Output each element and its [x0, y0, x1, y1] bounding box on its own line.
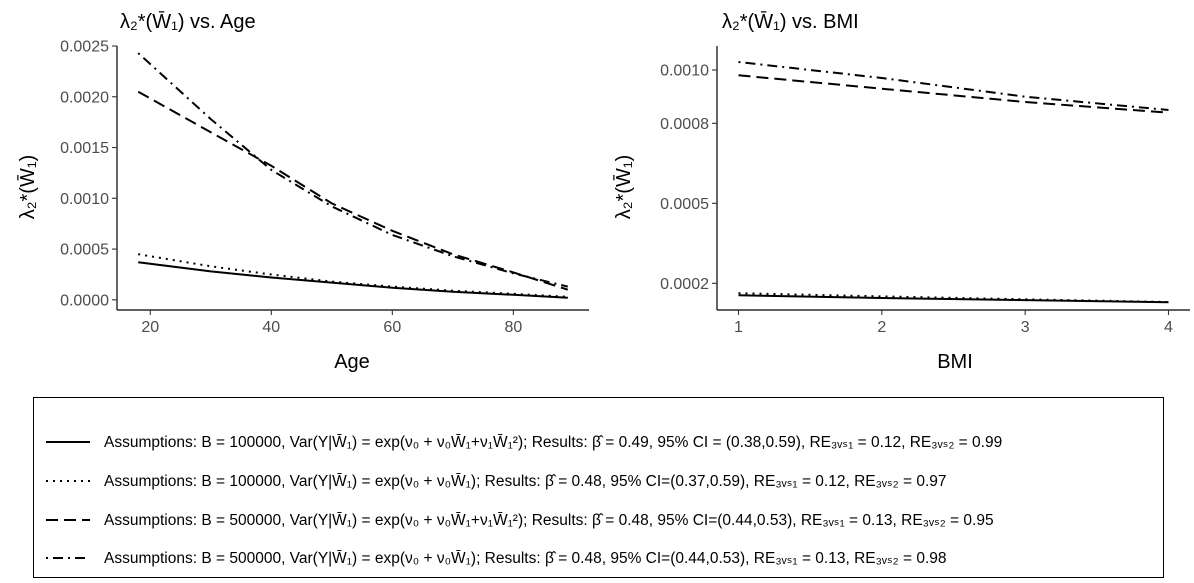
bmi-axes: 0.0002 0.0005 0.0008 0.0010 1 2 3 4: [660, 46, 1190, 336]
bmi-series-dotdash: [738, 61, 1169, 111]
legend-label: Assumptions: B = 100000, Var(Y|W̄₁) = ex…: [104, 433, 1003, 451]
bmi-series-dashed: [738, 74, 1169, 114]
age-x-tick-label: 80: [504, 319, 522, 336]
legend-key-dotdash: [46, 557, 90, 559]
bmi-x-axis-title: BMI: [937, 351, 973, 373]
bmi-y-axis-title: λ₂*(W̄₁): [612, 155, 635, 220]
age-x-tick-label: 60: [383, 319, 401, 336]
age-panel-title: λ₂*(W̄₁) vs. Age: [120, 10, 256, 33]
age-x-tick-label: 40: [262, 319, 280, 336]
legend-label: Assumptions: B = 500000, Var(Y|W̄₁) = ex…: [104, 549, 947, 567]
legend-item: Assumptions: B = 100000, Var(Y|W̄₁) = ex…: [34, 469, 947, 493]
age-x-tick-label: 20: [141, 319, 159, 336]
bmi-series-dotted: [738, 292, 1169, 303]
age-y-tick-label: 0.0005: [60, 242, 109, 259]
age-y-tick-label: 0.0020: [60, 89, 109, 106]
age-lines: [137, 52, 569, 299]
age-y-tick-label: 0.0025: [60, 39, 109, 56]
legend-label: Assumptions: B = 100000, Var(Y|W̄₁) = ex…: [104, 472, 947, 490]
age-series-dashed: [137, 90, 569, 291]
legend-item: Assumptions: B = 500000, Var(Y|W̄₁) = ex…: [34, 508, 994, 532]
age-series-dotdash: [137, 52, 569, 288]
figure: λ₂*(W̄₁) vs. Age λ₂*(W̄₁) Age 0.00000.00…: [16, 10, 1190, 373]
age-y-tick-label: 0.0000: [60, 292, 109, 309]
bmi-x-tick-label: 3: [1021, 319, 1030, 336]
bmi-x-tick-label: 2: [877, 319, 886, 336]
bmi-panel-title: λ₂*(W̄₁) vs. BMI: [722, 10, 859, 33]
panel-bmi: λ₂*(W̄₁) vs. BMI λ₂*(W̄₁) BMI 0.00020.00…: [612, 10, 1190, 373]
legend-box: Assumptions: B = 100000, Var(Y|W̄₁) = ex…: [33, 397, 1164, 578]
legend-item: Assumptions: B = 100000, Var(Y|W̄₁) = ex…: [34, 430, 1002, 454]
legend-key-dotted: [46, 480, 90, 482]
legend-label: Assumptions: B = 500000, Var(Y|W̄₁) = ex…: [104, 511, 994, 529]
bmi-lines: [738, 61, 1169, 304]
bmi-y-tick-label: 0.0010: [660, 63, 709, 80]
age-y-axis-title: λ₂*(W̄₁): [16, 155, 39, 220]
age-axes: 0.0000 0.0005 0.0010 0.0015 0.0020 0.0025 20 40…: [60, 39, 589, 336]
legend-key-solid: [46, 441, 90, 443]
bmi-x-tick-label: 1: [734, 319, 743, 336]
age-x-axis-title: Age: [334, 351, 370, 373]
bmi-y-tick-label: 0.0008: [660, 116, 709, 133]
age-y-tick-label: 0.0010: [60, 191, 109, 208]
age-y-tick-label: 0.0015: [60, 140, 109, 157]
legend-key-dashed: [46, 519, 90, 521]
bmi-y-tick-label: 0.0002: [660, 276, 709, 293]
panel-age: λ₂*(W̄₁) vs. Age λ₂*(W̄₁) Age 0.00000.00…: [16, 10, 589, 373]
age-series-dotted: [138, 253, 568, 298]
age-series-solid: [138, 261, 568, 299]
bmi-x-tick-label: 4: [1164, 319, 1173, 336]
legend-item: Assumptions: B = 500000, Var(Y|W̄₁) = ex…: [34, 546, 947, 570]
bmi-y-tick-label: 0.0005: [660, 196, 709, 213]
